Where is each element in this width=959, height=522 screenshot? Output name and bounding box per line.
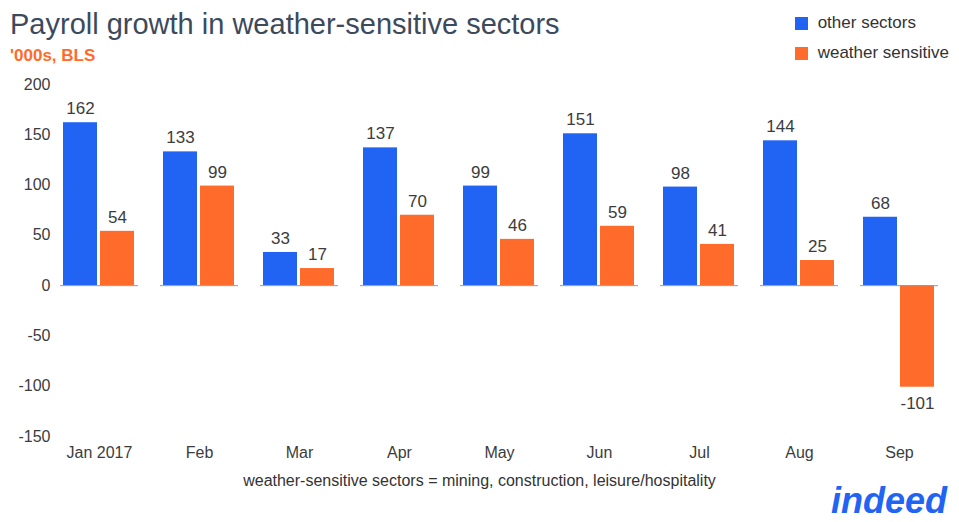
svg-text:Mar: Mar bbox=[286, 444, 314, 461]
svg-text:-50: -50 bbox=[27, 327, 50, 344]
svg-text:68: 68 bbox=[871, 194, 890, 213]
svg-text:Apr: Apr bbox=[387, 444, 413, 461]
svg-text:54: 54 bbox=[108, 208, 127, 227]
svg-text:137: 137 bbox=[366, 124, 394, 143]
svg-text:150: 150 bbox=[24, 126, 51, 143]
svg-text:98: 98 bbox=[671, 164, 690, 183]
svg-text:-150: -150 bbox=[18, 428, 50, 445]
svg-text:-100: -100 bbox=[18, 377, 50, 394]
svg-text:Jun: Jun bbox=[587, 444, 613, 461]
svg-text:Jul: Jul bbox=[689, 444, 709, 461]
svg-text:50: 50 bbox=[33, 226, 51, 243]
svg-text:33: 33 bbox=[271, 229, 290, 248]
html-text:Payroll growth in weather-sens: Payroll growth in weather-sensitive sect… bbox=[10, 8, 560, 40]
svg-text:Sep: Sep bbox=[885, 444, 914, 461]
svg-text:99: 99 bbox=[471, 163, 490, 182]
svg-text:Aug: Aug bbox=[785, 444, 813, 461]
svg-text:200: 200 bbox=[24, 76, 51, 93]
svg-text:41: 41 bbox=[708, 221, 727, 240]
svg-text:May: May bbox=[484, 444, 514, 461]
html-text:indeed: indeed bbox=[831, 480, 947, 521]
html-text:other sectors: other sectors bbox=[817, 13, 916, 32]
svg-text:Feb: Feb bbox=[186, 444, 214, 461]
svg-text:100: 100 bbox=[24, 176, 51, 193]
svg-text:133: 133 bbox=[166, 128, 194, 147]
svg-text:-101: -101 bbox=[900, 394, 934, 413]
svg-text:17: 17 bbox=[308, 245, 327, 264]
svg-text:162: 162 bbox=[66, 99, 94, 118]
svg-text:25: 25 bbox=[808, 237, 827, 256]
svg-text:144: 144 bbox=[766, 117, 794, 136]
svg-text:0: 0 bbox=[42, 277, 51, 294]
svg-text:151: 151 bbox=[566, 110, 594, 129]
svg-text:99: 99 bbox=[208, 163, 227, 182]
html-text:weather-sensitive sectors = mi: weather-sensitive sectors = mining, cons… bbox=[243, 472, 716, 489]
svg-text:70: 70 bbox=[408, 192, 427, 211]
svg-text:46: 46 bbox=[508, 216, 527, 235]
svg-text:59: 59 bbox=[608, 203, 627, 222]
svg-text:Jan 2017: Jan 2017 bbox=[67, 444, 133, 461]
html-text:'000s, BLS: '000s, BLS bbox=[10, 46, 96, 65]
html-text:weather sensitive: weather sensitive bbox=[817, 43, 949, 62]
